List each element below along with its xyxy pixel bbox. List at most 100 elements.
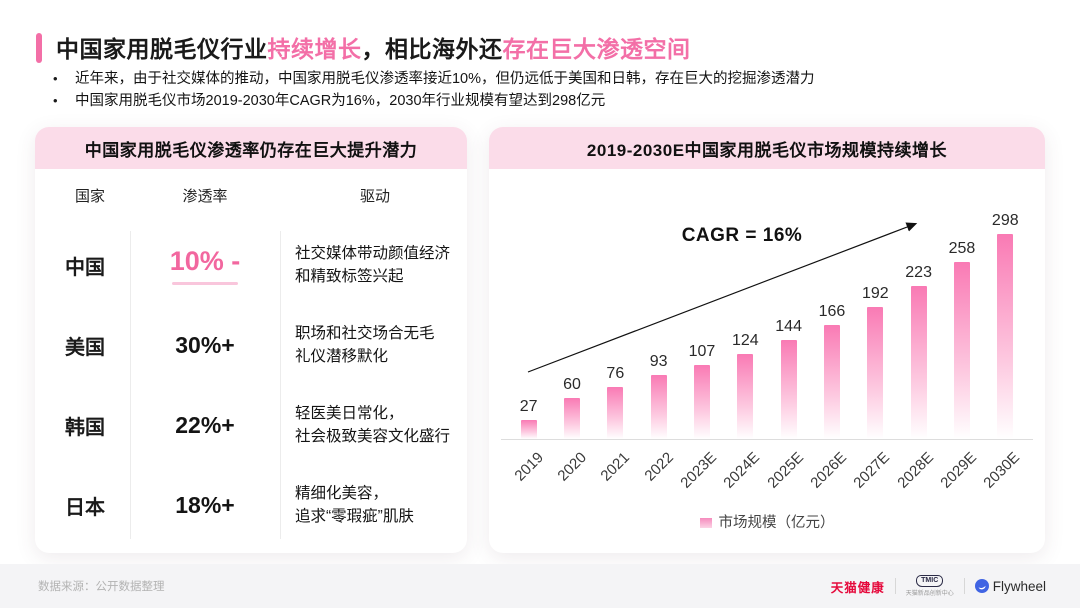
bullet-dot: •: [53, 71, 58, 86]
x-axis-tick-label: 2028E: [893, 449, 937, 492]
country-cell: 日本: [65, 496, 105, 519]
table-column-headers: 国家 渗透率 驱动: [35, 185, 467, 215]
bar-value-label: 124: [731, 331, 759, 349]
bar-value-label: 298: [991, 212, 1019, 229]
bar: [520, 420, 537, 439]
driver-line: 社交媒体带动颜值经济: [295, 244, 451, 262]
bullet-item: • 中国家用脱毛仪市场2019-2030年CAGR为16%，2030年行业规模有望…: [53, 90, 833, 112]
bar: [650, 375, 667, 439]
chart-legend: 市场规模（亿元）: [489, 511, 1045, 532]
country-cell: 中国: [65, 256, 105, 279]
bullet-item: • 近年来，由于社交媒体的推动，中国家用脱毛仪渗透率接近10%，但仍远低于美国和日…: [53, 68, 833, 90]
title-segment: 存在巨大渗透空间: [502, 36, 691, 62]
bar-group: 27 60 76 93 107 124 144 166 192 223 258 298: [507, 187, 1027, 439]
tmic-logo: TMIC 天猫新品创新中心: [906, 575, 954, 597]
bar-value-label: 144: [775, 317, 802, 335]
x-axis-tick-label: 2029E: [937, 449, 981, 492]
flywheel-name: Flywheel: [992, 578, 1046, 594]
data-source-note: 数据来源：公开数据整理: [38, 581, 165, 593]
bar-slot: 76: [594, 187, 637, 439]
table-row: 中国 10% - 社交媒体带动颜值经济 和精致标签兴起: [35, 225, 467, 305]
x-axis-tick-label: 2024E: [720, 449, 764, 492]
footer: 数据来源：公开数据整理 天猫健康 TMIC 天猫新品创新中心 Flywheel: [0, 564, 1080, 608]
title-segment: 中国家用脱毛仪行业: [56, 36, 268, 62]
summary-bullets: • 近年来，由于社交媒体的推动，中国家用脱毛仪渗透率接近10%，但仍远低于美国和日…: [53, 68, 833, 112]
penetration-panel-title: 中国家用脱毛仪渗透率仍存在巨大提升潜力: [35, 127, 467, 169]
page-title: 中国家用脱毛仪行业持续增长，相比海外还存在巨大渗透空间: [56, 30, 691, 64]
country-cell: 美国: [65, 336, 105, 359]
cagr-annotation: CAGR = 16%: [681, 225, 803, 246]
bar: [953, 261, 970, 439]
driver-line: 轻医美日常化，: [295, 404, 404, 422]
title-segment: ，相比海外还: [361, 36, 503, 62]
x-axis-tick-label: 2022: [641, 449, 677, 485]
bar: [780, 339, 797, 439]
bar-value-label: 76: [606, 364, 625, 382]
x-axis-tick-label: 2030E: [980, 449, 1024, 492]
rate-cell: 18%+: [135, 465, 275, 545]
rate-value: 10% -: [169, 245, 241, 276]
driver-line: 追求“零瑕疵”肌肤: [295, 508, 414, 525]
tmic-badge: TMIC: [916, 575, 944, 587]
market-size-panel: 2019-2030E中国家用脱毛仪市场规模持续增长 CAGR = 16% 27 6…: [489, 127, 1045, 553]
bar-value-label: 27: [519, 398, 538, 416]
penetration-panel: 中国家用脱毛仪渗透率仍存在巨大提升潜力 国家 渗透率 驱动 中国 10% - 社交媒…: [35, 127, 467, 553]
bar-slot: 192: [854, 187, 897, 439]
rate-value: 18%+: [175, 491, 235, 518]
bar: [693, 365, 710, 439]
driver-cell: 社交媒体带动颜值经济 和精致标签兴起: [295, 225, 460, 305]
title-accent-bar: [36, 33, 42, 63]
bar: [737, 353, 754, 439]
title-segment: 持续增长: [267, 36, 362, 62]
bar-slot: 107: [680, 187, 723, 439]
rate-value: 22%+: [175, 411, 235, 438]
bar-slot: 258: [940, 187, 983, 439]
driver-cell: 轻医美日常化， 社会极致美容文化盛行: [295, 385, 460, 465]
logo-separator: [894, 578, 896, 594]
bar-value-label: 192: [861, 284, 889, 302]
rate-cell: 10% -: [135, 225, 275, 305]
bar-chart: CAGR = 16% 27 60 76 93 107 124 144 166 192 223 258…: [501, 187, 1033, 517]
bullet-text: 中国家用脱毛仪市场2019-2030年CAGR为16%，2030年行业规模有望达…: [75, 93, 606, 109]
bar-slot: 124: [724, 187, 767, 439]
bar-value-label: 93: [649, 353, 668, 370]
x-axis-tick-label: 2023E: [677, 449, 721, 492]
x-axis-tick-label: 2019: [511, 449, 547, 485]
tmall-health-logo: 天猫健康: [830, 580, 885, 595]
x-axis-tick-label: 2025E: [763, 449, 807, 492]
bar-slot: 166: [810, 187, 853, 439]
country-table-rows: 中国 10% - 社交媒体带动颜值经济 和精致标签兴起美国 30%+ 职场和社交场合无毛礼…: [35, 225, 467, 545]
bar-slot: 298: [984, 187, 1027, 439]
driver-line: 职场和社交场合无毛: [295, 324, 435, 342]
legend-swatch: [699, 517, 712, 528]
bar: [910, 285, 927, 439]
logo-separator: [963, 578, 965, 594]
brand-logos: 天猫健康 TMIC 天猫新品创新中心 Flywheel: [831, 571, 1046, 601]
bar: [607, 386, 624, 439]
x-axis-tick-label: 2027E: [850, 449, 894, 492]
table-row: 韩国 22%+ 轻医美日常化， 社会极致美容文化盛行: [35, 385, 467, 465]
driver-cell: 精细化美容， 追求“零瑕疵”肌肤: [295, 465, 460, 545]
x-axis-tick-label: 2021: [597, 449, 634, 485]
flywheel-logo: Flywheel: [974, 578, 1046, 594]
bar: [563, 397, 580, 439]
tmic-subtitle: 天猫新品创新中心: [905, 591, 954, 597]
table-row: 美国 30%+ 职场和社交场合无毛 礼仪潜移默化: [35, 305, 467, 385]
rate-cell: 30%+: [135, 305, 275, 385]
bar-slot: 223: [897, 187, 940, 439]
column-header-driver: 驱动: [359, 188, 390, 205]
table-row: 日本 18%+ 精细化美容， 追求“零瑕疵”肌肤: [35, 465, 467, 545]
legend-label: 市场规模（亿元）: [718, 515, 835, 531]
rate-highlight-underline: [172, 281, 238, 285]
bullet-dot: •: [53, 93, 58, 108]
bar-value-label: 107: [688, 343, 716, 361]
bar-value-label: 258: [948, 239, 976, 257]
bar: [823, 324, 840, 439]
x-axis-tick-label: 2026E: [807, 449, 851, 492]
bullet-text: 近年来，由于社交媒体的推动，中国家用脱毛仪渗透率接近10%，但仍远低于美国和日韩…: [75, 71, 815, 87]
driver-cell: 职场和社交场合无毛 礼仪潜移默化: [295, 305, 460, 385]
bar-slot: 144: [767, 187, 810, 439]
column-divider: [130, 231, 131, 539]
rate-cell: 22%+: [135, 385, 275, 465]
column-header-rate: 渗透率: [182, 188, 228, 205]
